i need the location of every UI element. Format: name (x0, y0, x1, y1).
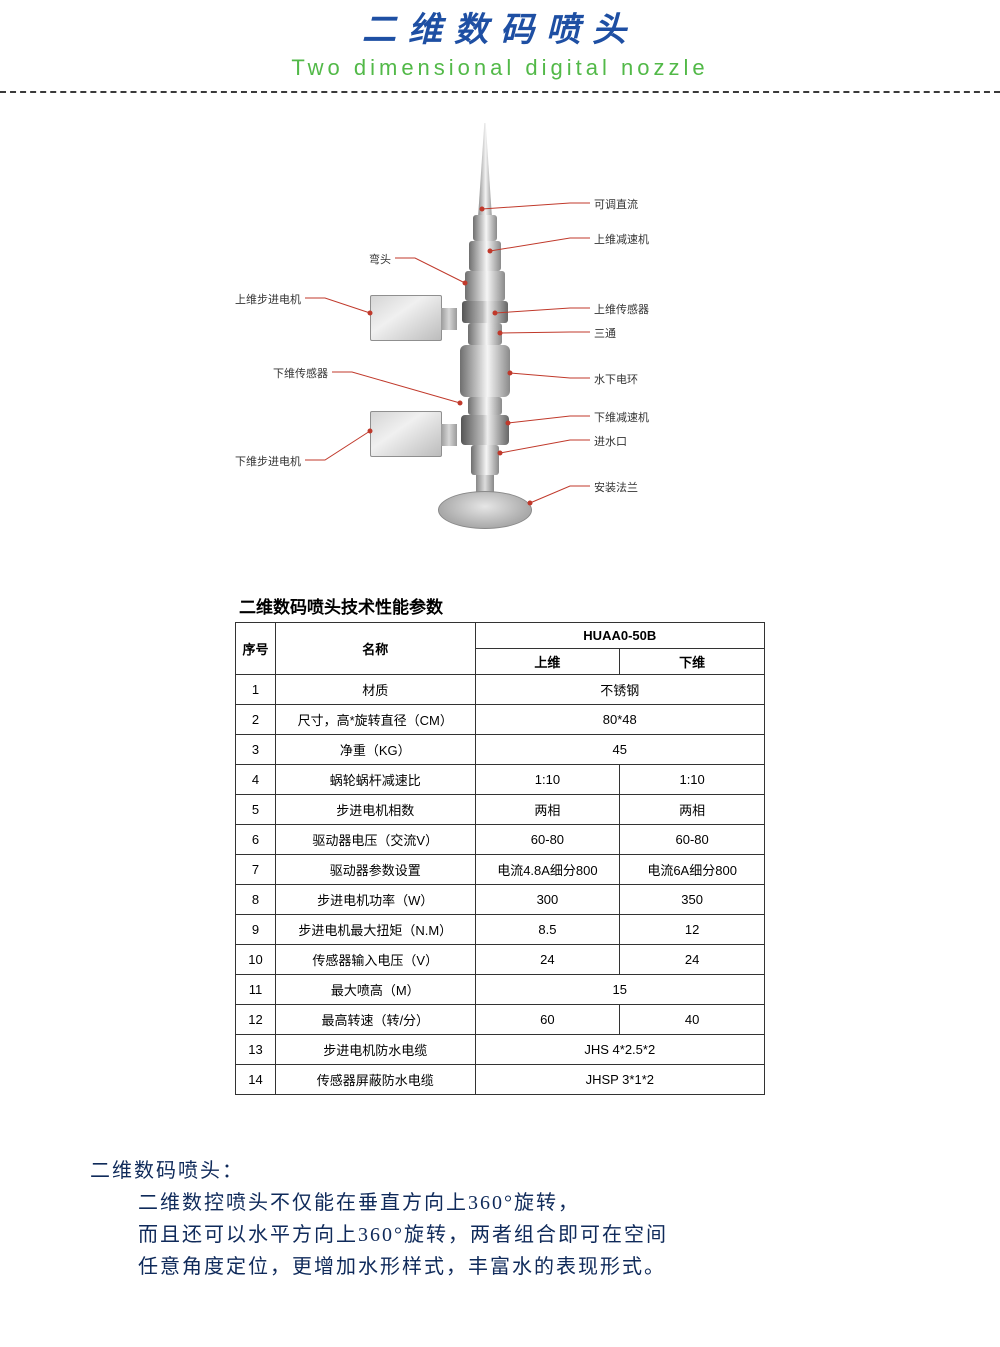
diagram-label: 下维减速机 (594, 409, 649, 425)
cell-index: 6 (236, 825, 276, 855)
diagram-label: 上维步进电机 (235, 291, 301, 307)
table-row: 1材质不锈钢 (236, 675, 765, 705)
table-row: 8步进电机功率（W）300350 (236, 885, 765, 915)
cell-merged: JHS 4*2.5*2 (475, 1035, 764, 1065)
cell-name: 尺寸，高*旋转直径（CM） (275, 705, 475, 735)
diagram-label: 下维传感器 (273, 365, 328, 381)
table-row: 10传感器输入电压（V）2424 (236, 945, 765, 975)
cell-index: 9 (236, 915, 276, 945)
spec-table: 序号名称HUAA0-50B上维下维1材质不锈钢2尺寸，高*旋转直径（CM）80*… (235, 622, 765, 1095)
cell-index: 10 (236, 945, 276, 975)
diagram-label: 上维传感器 (594, 301, 649, 317)
diagram-label: 三通 (594, 325, 616, 341)
col-header-index: 序号 (236, 623, 276, 675)
cell-index: 8 (236, 885, 276, 915)
spec-table-block: 二维数码喷头技术性能参数 序号名称HUAA0-50B上维下维1材质不锈钢2尺寸，… (235, 593, 765, 1095)
table-row: 6驱动器电压（交流V）60-8060-80 (236, 825, 765, 855)
cell-merged: 不锈钢 (475, 675, 764, 705)
cell-index: 3 (236, 735, 276, 765)
cell-upper: 电流4.8A细分800 (475, 855, 620, 885)
product-diagram: 可调直流上维减速机上维传感器三通水下电环下维减速机进水口安装法兰弯头上维步进电机… (250, 123, 750, 553)
description-body: 二维数控喷头不仅能在垂直方向上360°旋转，而且还可以水平方向上360°旋转，两… (138, 1187, 1000, 1283)
col-header-name: 名称 (275, 623, 475, 675)
table-row: 4蜗轮蜗杆减速比1:101:10 (236, 765, 765, 795)
cell-name: 驱动器参数设置 (275, 855, 475, 885)
table-row: 11最大喷高（M）15 (236, 975, 765, 1005)
diagram-label: 安装法兰 (594, 479, 638, 495)
table-row: 5步进电机相数两相两相 (236, 795, 765, 825)
table-row: 9步进电机最大扭矩（N.M）8.512 (236, 915, 765, 945)
table-row: 12最高转速（转/分）6040 (236, 1005, 765, 1035)
table-row: 14传感器屏蔽防水电缆JHSP 3*1*2 (236, 1065, 765, 1095)
cell-merged: JHSP 3*1*2 (475, 1065, 764, 1095)
diagram-label: 可调直流 (594, 196, 638, 212)
table-row: 13步进电机防水电缆JHS 4*2.5*2 (236, 1035, 765, 1065)
cell-merged: 80*48 (475, 705, 764, 735)
cell-merged: 45 (475, 735, 764, 765)
col-header-lower: 下维 (620, 649, 765, 675)
cell-lower: 两相 (620, 795, 765, 825)
description-title: 二维数码喷头： (90, 1155, 1000, 1187)
cell-upper: 24 (475, 945, 620, 975)
cell-index: 7 (236, 855, 276, 885)
cell-name: 传感器屏蔽防水电缆 (275, 1065, 475, 1095)
cell-name: 驱动器电压（交流V） (275, 825, 475, 855)
cell-index: 13 (236, 1035, 276, 1065)
diagram-label: 下维步进电机 (235, 453, 301, 469)
table-row: 3净重（KG）45 (236, 735, 765, 765)
cell-lower: 12 (620, 915, 765, 945)
cell-merged: 15 (475, 975, 764, 1005)
cell-name: 步进电机功率（W） (275, 885, 475, 915)
diagram-label: 弯头 (369, 251, 391, 267)
cell-name: 步进电机防水电缆 (275, 1035, 475, 1065)
cell-upper: 60 (475, 1005, 620, 1035)
table-row: 2尺寸，高*旋转直径（CM）80*48 (236, 705, 765, 735)
cell-upper: 60-80 (475, 825, 620, 855)
cell-name: 材质 (275, 675, 475, 705)
cell-upper: 1:10 (475, 765, 620, 795)
table-row: 7驱动器参数设置电流4.8A细分800电流6A细分800 (236, 855, 765, 885)
cell-lower: 350 (620, 885, 765, 915)
col-header-upper: 上维 (475, 649, 620, 675)
cell-index: 5 (236, 795, 276, 825)
description-line: 而且还可以水平方向上360°旋转，两者组合即可在空间 (138, 1219, 1000, 1251)
cell-lower: 60-80 (620, 825, 765, 855)
cell-name: 传感器输入电压（V） (275, 945, 475, 975)
divider (0, 91, 1000, 93)
lead-lines (250, 123, 750, 553)
cell-index: 1 (236, 675, 276, 705)
cell-lower: 电流6A细分800 (620, 855, 765, 885)
cell-upper: 300 (475, 885, 620, 915)
cell-index: 14 (236, 1065, 276, 1095)
col-header-model: HUAA0-50B (475, 623, 764, 649)
cell-name: 步进电机最大扭矩（N.M） (275, 915, 475, 945)
description-line: 二维数控喷头不仅能在垂直方向上360°旋转， (138, 1187, 1000, 1219)
spec-table-title: 二维数码喷头技术性能参数 (239, 593, 765, 618)
cell-lower: 1:10 (620, 765, 765, 795)
cell-upper: 8.5 (475, 915, 620, 945)
title-english: Two dimensional digital nozzle (0, 55, 1000, 81)
description-block: 二维数码喷头： 二维数控喷头不仅能在垂直方向上360°旋转，而且还可以水平方向上… (90, 1155, 1000, 1283)
diagram-label: 上维减速机 (594, 231, 649, 247)
header: 二维数码喷头 Two dimensional digital nozzle (0, 0, 1000, 81)
cell-index: 4 (236, 765, 276, 795)
cell-name: 最大喷高（M） (275, 975, 475, 1005)
cell-lower: 40 (620, 1005, 765, 1035)
cell-name: 净重（KG） (275, 735, 475, 765)
cell-upper: 两相 (475, 795, 620, 825)
cell-lower: 24 (620, 945, 765, 975)
cell-index: 11 (236, 975, 276, 1005)
cell-name: 蜗轮蜗杆减速比 (275, 765, 475, 795)
diagram-label: 进水口 (594, 433, 627, 449)
title-chinese: 二维数码喷头 (0, 2, 1000, 51)
cell-index: 2 (236, 705, 276, 735)
cell-name: 最高转速（转/分） (275, 1005, 475, 1035)
diagram-label: 水下电环 (594, 371, 638, 387)
cell-name: 步进电机相数 (275, 795, 475, 825)
description-line: 任意角度定位，更增加水形样式，丰富水的表现形式。 (138, 1251, 1000, 1283)
cell-index: 12 (236, 1005, 276, 1035)
